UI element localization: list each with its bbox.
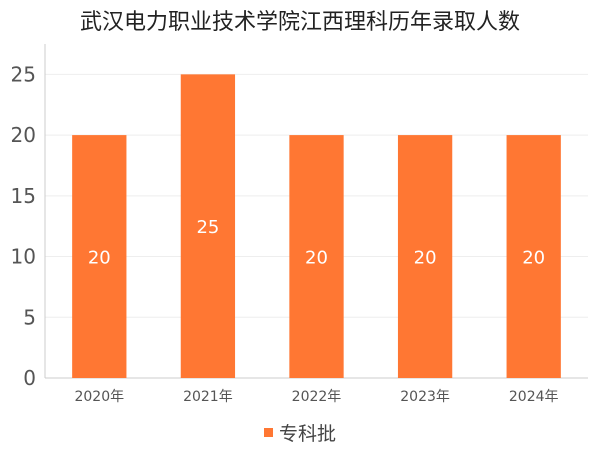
bar-4[interactable] (397, 135, 453, 378)
y-tick-label: 15 (11, 184, 36, 208)
label-layer: 0 5 10 15 20 25 20 2020年 25 2021年 20 2022年 20 2023年 20… (11, 62, 559, 405)
y-tick-label: 0 (23, 366, 36, 390)
bar-2[interactable] (180, 74, 236, 378)
legend-label: 专科批 (278, 423, 336, 445)
chart-title: 武汉电力职业技术学院江西理科历年录取人数 (79, 10, 520, 35)
legend-swatch (263, 428, 273, 437)
x-tick-label: 2024年 (509, 389, 559, 405)
bar-3[interactable] (289, 135, 344, 378)
x-tick-label: 2023年 (400, 389, 450, 405)
data-label: 20 (414, 248, 437, 269)
bar-1[interactable] (72, 135, 127, 378)
bar-5[interactable] (506, 135, 561, 378)
y-tick-label: 25 (11, 62, 36, 86)
bar-layer (72, 74, 561, 378)
data-label: 20 (305, 248, 328, 269)
x-tick-label: 2020年 (74, 389, 124, 405)
x-tick-label: 2021年 (183, 389, 233, 405)
x-tick-label: 2022年 (292, 389, 342, 405)
data-label: 20 (88, 248, 111, 269)
y-tick-label: 20 (11, 123, 36, 147)
data-label: 25 (196, 217, 219, 238)
legend[interactable]: 专科批 (0, 419, 600, 446)
y-tick-label: 5 (23, 305, 36, 329)
y-tick-label: 10 (11, 245, 36, 269)
data-label: 20 (522, 248, 545, 269)
